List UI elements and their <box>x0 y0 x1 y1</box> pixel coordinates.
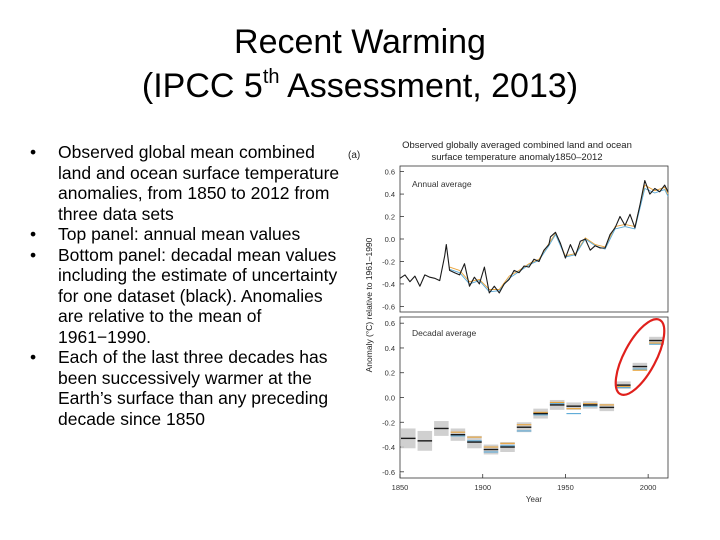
bullet-item: • Top panel: annual mean values <box>30 224 340 245</box>
bullet-item: • Observed global mean combined land and … <box>30 142 340 224</box>
y-tick-label: -0.4 <box>382 443 395 452</box>
title-line-2-pre: (IPCC 5 <box>141 67 263 105</box>
chart-title: Observed globally averaged combined land… <box>402 140 632 163</box>
highlight-ellipse <box>614 318 666 396</box>
bullet-dot: • <box>30 244 37 265</box>
title-line-2: (IPCC 5th Assessment, 2013) <box>0 64 720 108</box>
bullet-text: Observed global mean combined land and o… <box>58 142 340 224</box>
bullet-item: • Each of the last three decades has been… <box>30 347 340 429</box>
y-axis-label: Anomaly (°C) relative to 1961–1990 <box>364 237 374 372</box>
y-tick-label: -0.2 <box>382 418 395 427</box>
y-tick-label: 0.4 <box>385 190 395 199</box>
title-superscript: th <box>262 66 280 88</box>
y-tick-label: 0.6 <box>385 168 395 177</box>
x-tick-label: 2000 <box>640 483 657 492</box>
panel-inset-label: Annual average <box>412 179 472 189</box>
panel-label: (a) <box>348 150 360 161</box>
y-tick-label: -0.2 <box>382 257 395 266</box>
annual-average-panel: -0.6 -0.4 -0.2 0.0 0.2 0.4 0.6 Annual average <box>382 165 669 313</box>
title-line-2-post: Assessment, 2013) <box>279 67 579 105</box>
bullet-text: Bottom panel: decadal mean values includ… <box>58 244 338 347</box>
x-tick-label: 1900 <box>474 483 491 492</box>
bullet-item: • Bottom panel: decadal mean values inclu… <box>30 245 340 348</box>
bullet-dot: • <box>30 224 37 244</box>
series-line <box>399 180 669 294</box>
x-axis-label: Year <box>526 495 543 504</box>
bullet-text: Each of the last three decades has been … <box>58 347 329 429</box>
title-line-1: Recent Warming <box>234 23 486 61</box>
y-tick-label: 0.2 <box>385 369 395 378</box>
y-tick-label: -0.6 <box>382 468 395 477</box>
y-tick-label: 0.4 <box>385 344 395 353</box>
y-tick-label: 0.2 <box>385 213 395 222</box>
y-tick-label: -0.4 <box>382 280 395 289</box>
y-tick-label: -0.6 <box>382 302 395 311</box>
bullet-dot: • <box>30 142 37 162</box>
panel-inset-label: Decadal average <box>412 328 477 338</box>
slide-title: Recent Warming (IPCC 5th Assessment, 201… <box>0 20 720 108</box>
x-tick-label: 1950 <box>557 483 574 492</box>
bullet-text: Top panel: annual mean values <box>58 224 301 244</box>
bullet-list: • Observed global mean combined land and … <box>30 142 340 429</box>
plot-frame <box>399 316 669 479</box>
y-tick-label: 0.0 <box>385 394 395 403</box>
y-tick-label: 0.0 <box>385 235 395 244</box>
bullet-dot: • <box>30 347 37 367</box>
decadal-average-panel: -0.6 -0.4 -0.2 0.0 0.2 0.4 0.6 1850 1900 1950 2000… <box>382 316 669 504</box>
y-tick-label: 0.6 <box>385 319 395 328</box>
x-tick-label: 1850 <box>392 483 409 492</box>
